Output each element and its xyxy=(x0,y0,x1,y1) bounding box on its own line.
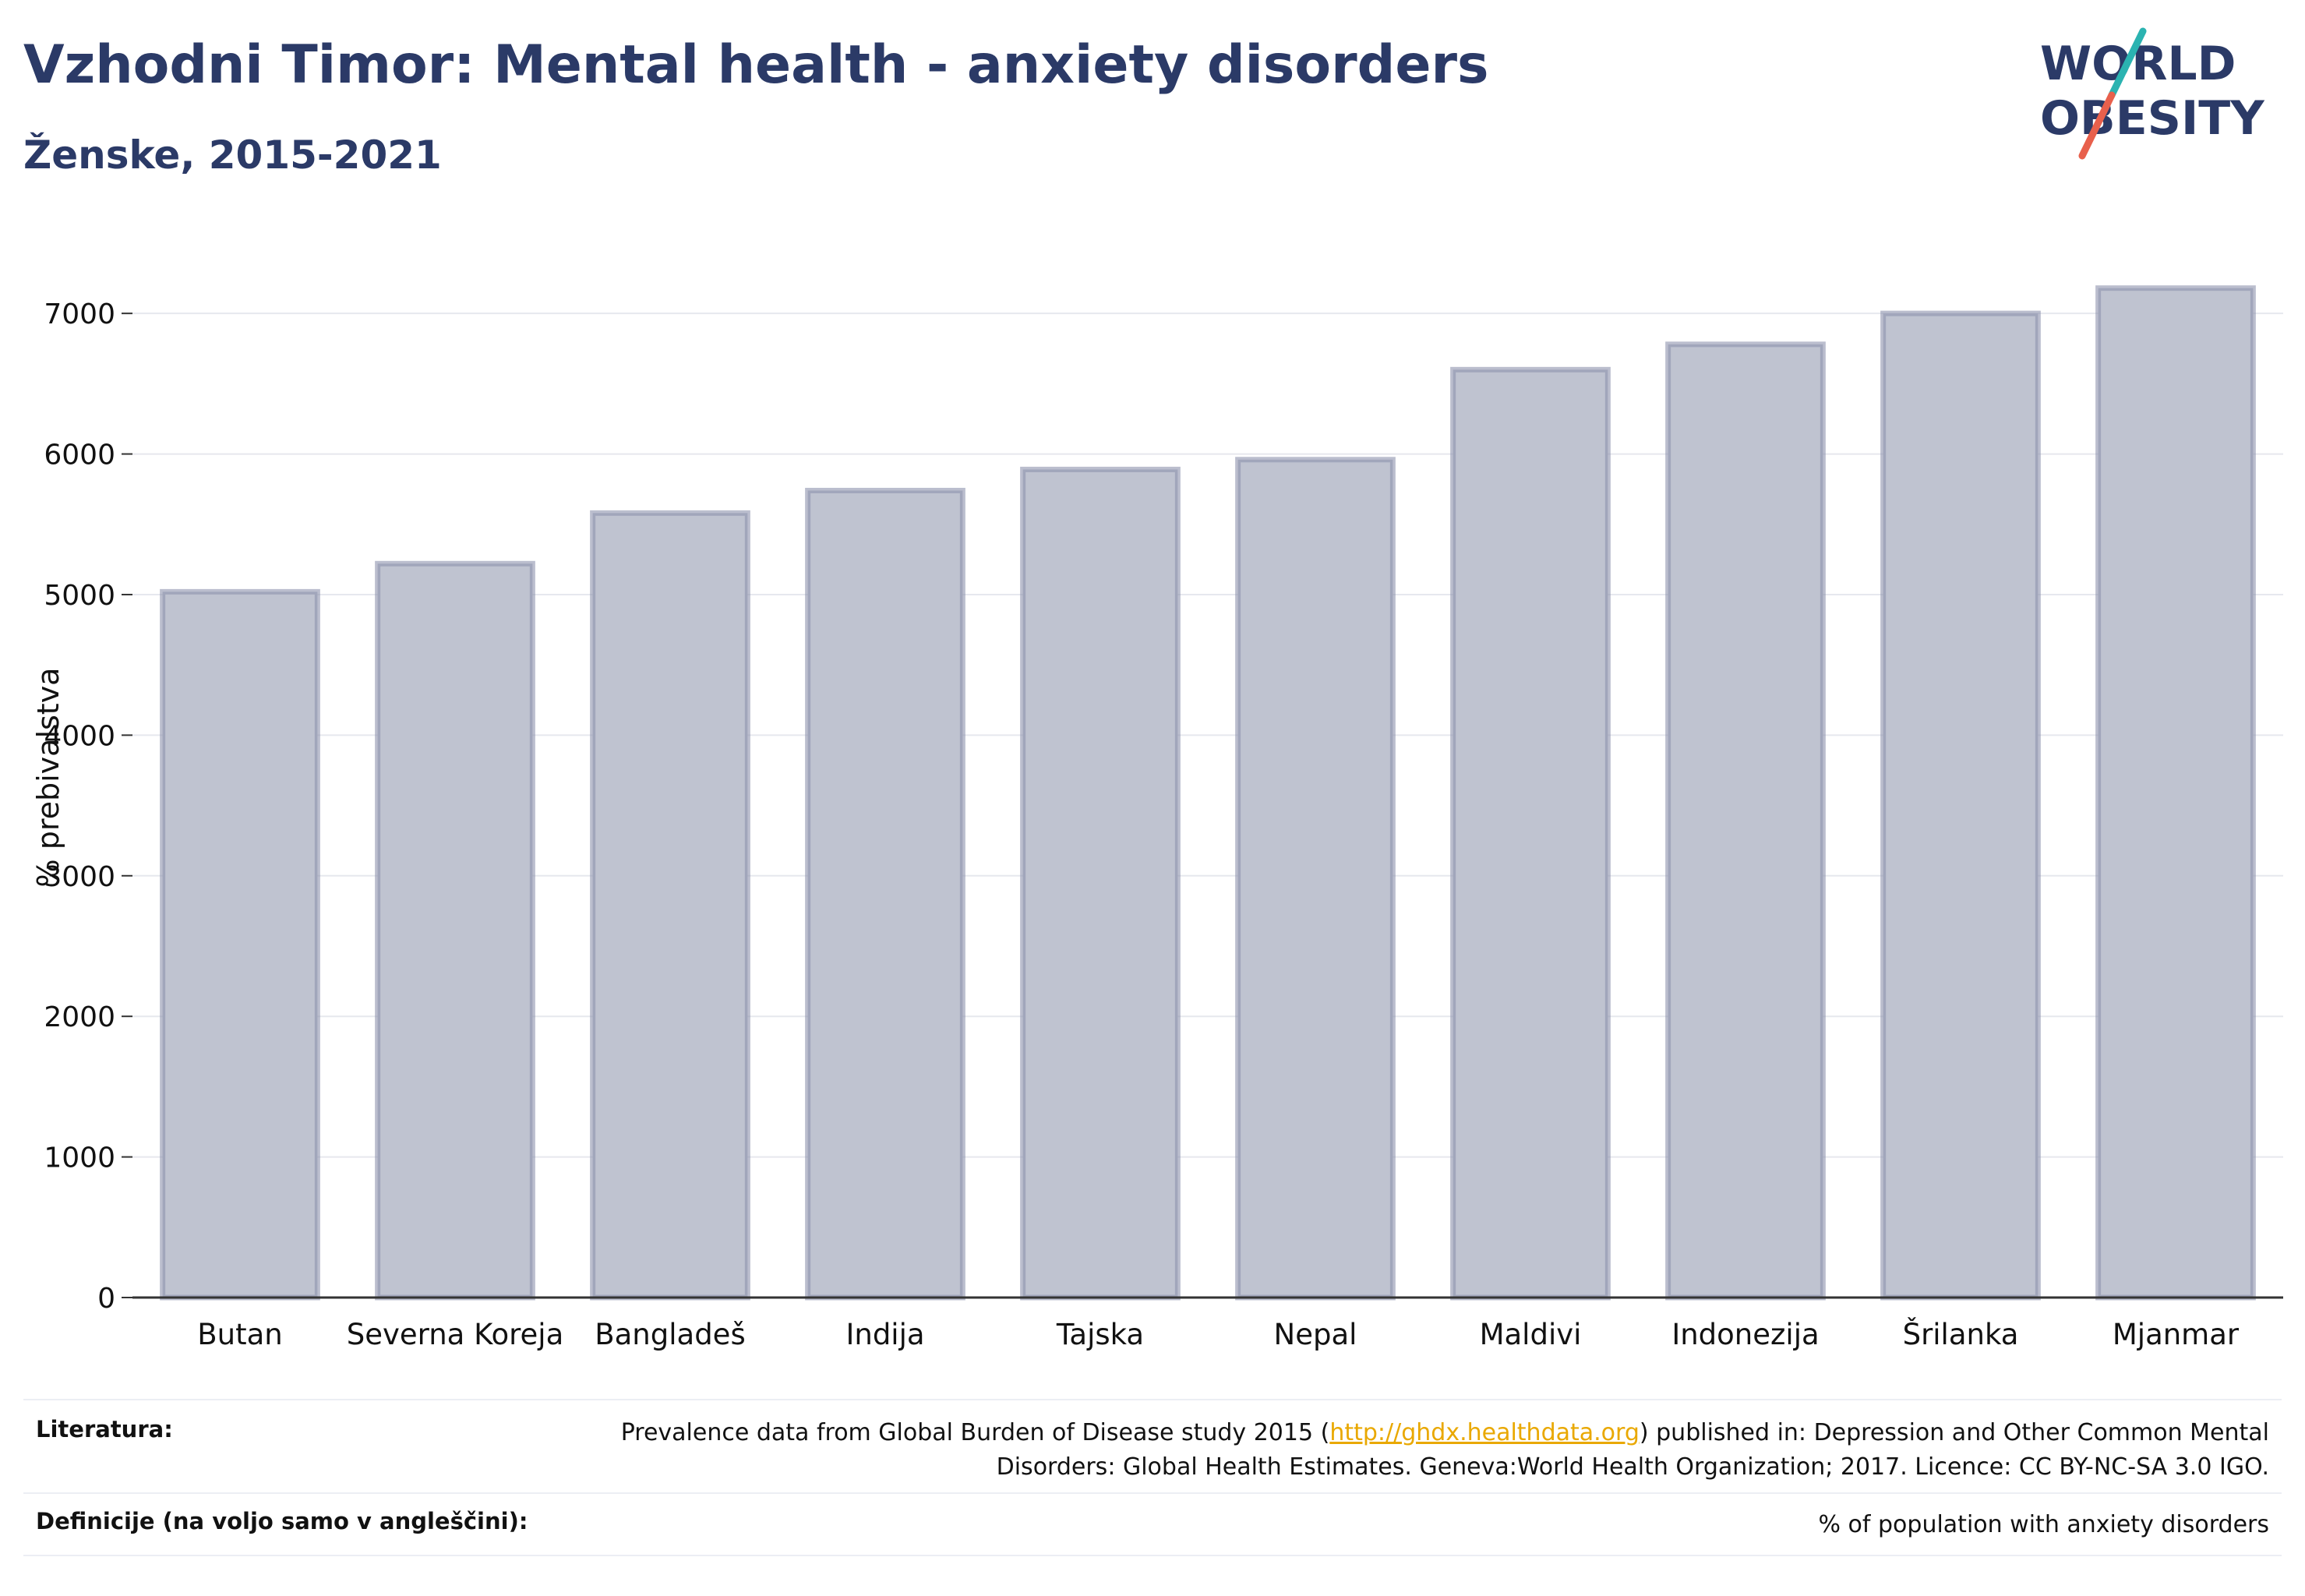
logo-slash-red xyxy=(2078,91,2116,160)
y-tick-label: 7000 xyxy=(44,298,115,330)
world-obesity-logo: WORLD OBESITY xyxy=(2040,27,2265,160)
sources-text: Prevalence data from Global Burden of Di… xyxy=(555,1416,2269,1485)
x-tick-label: Indonezija xyxy=(1671,1318,1819,1351)
y-tick-label: 1000 xyxy=(44,1142,115,1174)
bars xyxy=(160,285,2256,1301)
chart-title: Vzhodni Timor: Mental health - anxiety d… xyxy=(23,34,1489,96)
y-tick-label: 4000 xyxy=(44,720,115,752)
footer-sources: Literatura: Prevalence data from Global … xyxy=(23,1399,2282,1494)
sources-label: Literatura: xyxy=(36,1416,173,1442)
bar-nepal[interactable] xyxy=(1235,457,1396,1301)
x-tick-label: Butan xyxy=(197,1318,282,1351)
bar-šrilanka[interactable] xyxy=(1880,310,2041,1301)
x-tick-label: Bangladeš xyxy=(595,1318,745,1351)
logo-line2: OBESITY xyxy=(2040,91,2265,146)
x-tick-label: Mjanmar xyxy=(2113,1318,2240,1351)
bar-severna-koreja[interactable] xyxy=(375,560,535,1301)
x-tick-label: Indija xyxy=(845,1318,924,1351)
bar-bangladeš[interactable] xyxy=(590,510,750,1301)
bar-indonezija[interactable] xyxy=(1665,341,1826,1301)
x-tick-label: Maldivi xyxy=(1480,1318,1582,1351)
sources-link[interactable]: http://ghdx.healthdata.org xyxy=(1329,1419,1640,1446)
logo-slash-teal xyxy=(2108,27,2147,99)
definitions-text: % of population with anxiety disorders xyxy=(1818,1511,2269,1538)
bar-mjanmar[interactable] xyxy=(2095,285,2256,1301)
x-tick-label: Tajska xyxy=(1056,1318,1144,1351)
x-axis-ticks: Butan Severna Koreja Bangladeš Indija Tajska… xyxy=(197,1317,2240,1351)
y-tick-label: 3000 xyxy=(44,861,115,893)
x-tick-label: Šrilanka xyxy=(1903,1317,2019,1351)
footer-definitions: Definicije (na voljo samo v angleščini):… xyxy=(23,1491,2282,1556)
bar-butan[interactable] xyxy=(160,588,320,1301)
bar-indija[interactable] xyxy=(805,487,965,1301)
y-tick-label: 5000 xyxy=(44,580,115,612)
bar-chart: 0 1000 2000 3000 4000 5000 6000 7000 Butan Sever… xyxy=(31,285,2283,1351)
bar-maldivi[interactable] xyxy=(1450,366,1611,1301)
y-axis-label: % prebivalstva xyxy=(31,668,65,888)
sources-text-after: ) published in: Depression and Other Com… xyxy=(996,1419,2269,1481)
sources-text-before: Prevalence data from Global Burden of Di… xyxy=(620,1419,1330,1446)
x-tick-label: Nepal xyxy=(1274,1318,1357,1351)
x-tick-label: Severna Koreja xyxy=(347,1318,564,1351)
definitions-label: Definicije (na voljo samo v angleščini): xyxy=(36,1508,528,1534)
y-tick-label: 0 xyxy=(97,1283,115,1315)
y-tick-label: 6000 xyxy=(44,440,115,471)
y-axis-ticks: 0 1000 2000 3000 4000 5000 6000 7000 xyxy=(44,298,132,1315)
chart-subtitle: Ženske, 2015-2021 xyxy=(23,132,442,178)
bar-tajska[interactable] xyxy=(1020,466,1181,1301)
y-tick-label: 2000 xyxy=(44,1001,115,1033)
